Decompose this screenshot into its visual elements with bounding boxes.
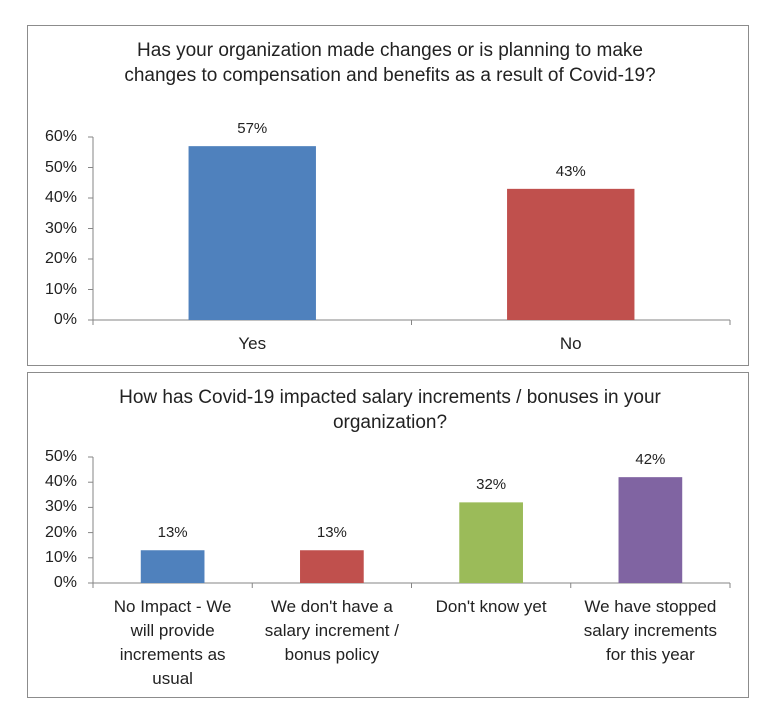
- y-tick-label: 40%: [44, 189, 77, 206]
- y-tick-label: 0%: [53, 311, 77, 328]
- chart-title: How has Covid-19 impacted salary increme…: [119, 387, 661, 433]
- value-label: 43%: [555, 162, 586, 180]
- y-tick-label: 20%: [44, 250, 77, 267]
- x-tick-label: Yes: [238, 334, 267, 353]
- value-label: 57%: [237, 120, 268, 138]
- value-label: 13%: [316, 524, 347, 542]
- value-label: 42%: [635, 451, 666, 469]
- y-tick-label: 10%: [44, 548, 77, 566]
- y-tick-label: 40%: [44, 473, 77, 491]
- chart-frame: [27, 372, 749, 698]
- value-label: 32%: [476, 476, 507, 494]
- y-tick-label: 60%: [44, 128, 77, 145]
- x-tick-label: No Impact - We will provide increments a…: [113, 597, 232, 688]
- bar: [507, 188, 635, 320]
- value-label: 13%: [157, 524, 188, 542]
- bar: [188, 146, 316, 320]
- y-tick-label: 20%: [44, 523, 77, 541]
- bar: [618, 477, 683, 583]
- x-tick-label: Don't know yet: [435, 597, 547, 616]
- y-tick-label: 30%: [44, 219, 77, 237]
- chart-title: Has your organization made changes or is…: [124, 40, 656, 86]
- y-tick-label: 10%: [44, 280, 77, 298]
- y-tick-label: 50%: [44, 158, 77, 176]
- x-tick-label: No: [559, 334, 582, 353]
- y-tick-label: 0%: [53, 574, 77, 591]
- y-tick-label: 30%: [44, 498, 77, 516]
- y-tick-label: 50%: [44, 448, 77, 465]
- x-tick-label: We have stopped salary increments for th…: [583, 597, 717, 664]
- bar: [300, 550, 364, 583]
- bar: [140, 550, 205, 583]
- bar: [459, 502, 523, 583]
- chart-frame: [27, 25, 749, 366]
- x-tick-label: We don't have a salary increment / bonus…: [264, 597, 399, 664]
